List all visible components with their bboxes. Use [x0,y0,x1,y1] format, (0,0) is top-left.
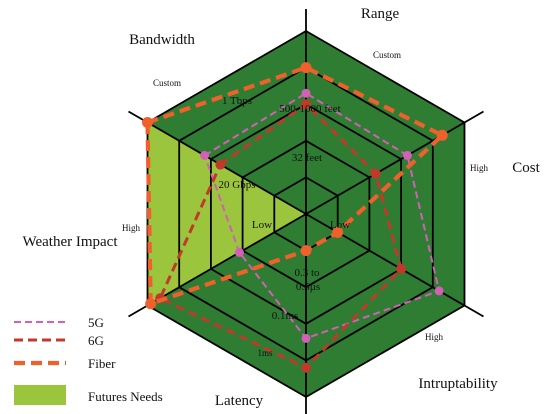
legend-label: 5G [88,315,104,330]
inner-tick-label: 0.3 to [294,267,320,279]
axis-end-label: Custom [153,78,181,88]
series-point-5g [234,247,244,257]
series-point-fiber [436,129,448,141]
series-point-fiber [142,117,153,128]
series-point-5g [402,150,412,160]
axis-label: Weather Impact [23,234,119,250]
series-point-5g [301,88,311,98]
inner-tick-label: 20 Gbps [219,179,256,191]
series-point-fiber [332,226,344,238]
axis-end-label: High [122,223,141,233]
inner-tick-label: 32 feet [292,152,322,164]
legend-label: Fiber [88,356,116,371]
series-point-6g [301,362,311,373]
series-point-6g [215,159,226,170]
series-point-5g [200,150,210,160]
series-layer [142,62,448,373]
inner-tick-label: Low [252,219,272,231]
series-point-6g [301,99,311,110]
inner-tick-label: 0.1ms [272,310,299,322]
axis-spoke [305,110,484,215]
inner-tick-label: 1 Tbps [222,95,252,107]
legend-label: 6G [88,333,104,348]
label-layer: Range Custom Cost High Intruptability High Lat… [23,6,541,409]
axis-label: Bandwidth [129,32,195,48]
inner-tick-label: Low [330,219,350,231]
inner-tick-label: 500-1000 feet [279,103,340,115]
series-point-fiber [300,62,312,74]
axis-label: Latency [215,393,264,409]
axis-end-label: Custom [373,50,401,60]
axis-end-label: High [470,163,489,173]
axis-label: Range [361,6,400,22]
axis-end-label: High [425,332,444,342]
series-point-fiber [145,298,157,310]
axis-label: Cost [512,160,540,176]
series-point-fiber [300,245,312,257]
future-needs-layer [147,122,306,306]
series-point-5g [301,333,311,343]
series-point-5g [434,286,444,296]
series-point-6g [370,168,381,179]
legend-label: Futures Needs [88,389,163,404]
inner-tick-label: 0.5µs [296,281,320,293]
axis-end-label: 1ms [257,348,273,358]
legend-swatch [14,385,66,405]
series-point-6g [396,263,407,274]
axis-label: Intruptability [418,376,498,392]
future-needs-area [147,122,306,306]
legend-layer: 5G 6G Fiber Futures Needs [14,315,163,405]
